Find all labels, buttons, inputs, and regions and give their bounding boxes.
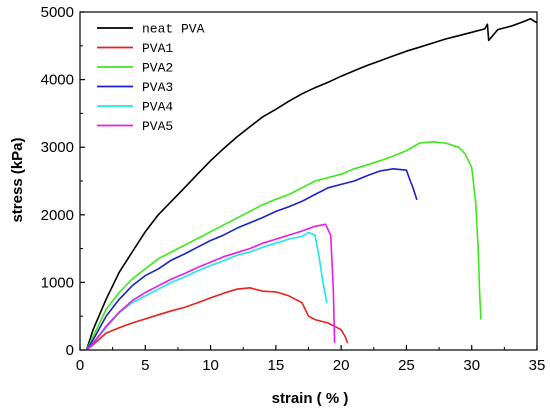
y-tick-label: 1000 bbox=[41, 274, 74, 291]
series-layer bbox=[85, 18, 538, 351]
y-tick-label: 0 bbox=[66, 342, 74, 359]
series-line-2 bbox=[85, 287, 349, 351]
series-line-6 bbox=[85, 223, 336, 351]
x-tick-label: 5 bbox=[141, 357, 149, 374]
y-tick-label: 3000 bbox=[41, 139, 74, 156]
axes: 0 5 10 15 20 25 30 35 0 1000 2000 3000 4000 5000 bbox=[41, 4, 546, 374]
series-line-3 bbox=[85, 141, 482, 351]
series-line-5 bbox=[85, 231, 328, 351]
legend-label: PVA2 bbox=[142, 61, 173, 76]
x-tick-label: 10 bbox=[202, 357, 219, 374]
series-line-1 bbox=[85, 18, 538, 351]
x-tick-label: 15 bbox=[268, 357, 285, 374]
x-tick-label: 25 bbox=[398, 357, 415, 374]
series-line-4 bbox=[85, 168, 418, 351]
legend-label: PVA4 bbox=[142, 100, 173, 115]
x-tick-label: 30 bbox=[463, 357, 480, 374]
y-tick-label: 2000 bbox=[41, 207, 74, 224]
x-tick-label: 20 bbox=[333, 357, 350, 374]
y-tick-label: 4000 bbox=[41, 72, 74, 89]
legend-label: PVA1 bbox=[142, 41, 173, 56]
x-axis-title: strain ( % ) bbox=[272, 390, 349, 407]
legend-label: PVA3 bbox=[142, 80, 173, 95]
legend: neat PVA PVA1 PVA2 PVA3 PVA4 PVA5 bbox=[97, 22, 205, 134]
x-tick-label: 0 bbox=[76, 357, 84, 374]
legend-label: PVA5 bbox=[142, 119, 173, 134]
legend-label: neat PVA bbox=[142, 22, 205, 37]
x-tick-label: 35 bbox=[529, 357, 546, 374]
y-tick-label: 5000 bbox=[41, 4, 74, 21]
y-axis-title: stress (kPa) bbox=[9, 137, 26, 222]
